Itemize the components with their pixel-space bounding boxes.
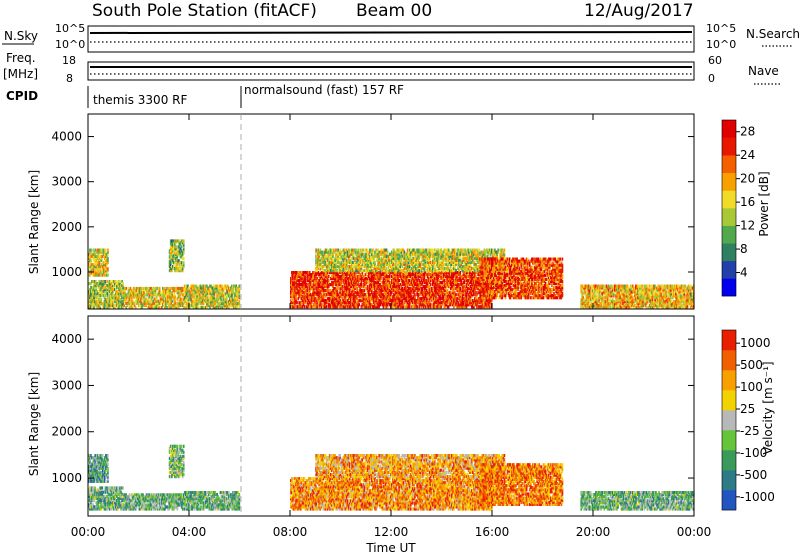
- heatmap-cell: [398, 279, 400, 282]
- heatmap-cell: [315, 249, 317, 252]
- station-title: South Pole Station (fitACF): [92, 1, 317, 21]
- heatmap-cell: [107, 249, 109, 252]
- heatmap-cell: [432, 249, 434, 252]
- heatmap-cell: [418, 269, 420, 272]
- heatmap-cell: [239, 300, 241, 303]
- nsky-trace: [90, 32, 692, 33]
- heatmap-cell: [363, 249, 365, 252]
- cpid-segment-2: normalsound (fast) 157 RF: [244, 83, 404, 97]
- heatmap-cell: [159, 287, 161, 290]
- heatmap-cell: [183, 239, 185, 242]
- heatmap-cell: [183, 261, 185, 264]
- heatmap-cell: [107, 274, 109, 277]
- nsearch-label: N.Search: [746, 27, 800, 41]
- heatmap-cell: [414, 293, 416, 296]
- nsearch-tick-bottom: 10^0: [706, 38, 736, 51]
- nsky-tick-top: 10^5: [55, 22, 85, 35]
- heatmap-cell: [312, 271, 314, 274]
- heatmap-cell: [105, 249, 107, 252]
- heatmap-cell: [183, 257, 185, 260]
- heatmap-cell: [387, 251, 389, 254]
- heatmap-cell: [171, 300, 173, 303]
- heatmap-cell: [296, 301, 298, 304]
- heatmap-cell: [374, 261, 376, 264]
- nave-tick-bottom: 0: [708, 72, 715, 85]
- heatmap-cell: [352, 261, 354, 264]
- nsky-tick-bottom: 10^0: [55, 38, 85, 51]
- heatmap-cell: [430, 283, 432, 286]
- heatmap-cell: [222, 285, 224, 288]
- heatmap-cell: [90, 249, 92, 252]
- heatmap-cell: [125, 287, 127, 290]
- heatmap-cell: [181, 298, 183, 301]
- freq-label: Freq.: [6, 51, 36, 65]
- heatmap-cell: [358, 303, 360, 306]
- heatmap-cell: [188, 286, 190, 289]
- date-title: 12/Aug/2017: [584, 1, 694, 21]
- heatmap-cell: [336, 269, 338, 272]
- power-heatmap-data: [88, 239, 695, 309]
- freq-tick-bottom: 8: [66, 72, 73, 85]
- heatmap-cell: [455, 293, 457, 296]
- cpid-segment-1: themis 3300 RF: [93, 93, 187, 107]
- heatmap-cell: [107, 267, 109, 270]
- beam-title: Beam 00: [356, 1, 432, 21]
- cpid-label: CPID: [6, 89, 38, 103]
- heatmap-cell: [404, 251, 406, 254]
- heatmap-cell: [119, 280, 121, 283]
- heatmap-cell: [434, 265, 436, 268]
- heatmap-cell: [239, 285, 241, 288]
- heatmap-cell: [356, 287, 358, 290]
- heatmap-cell: [239, 294, 241, 297]
- heatmap-cell: [114, 280, 116, 283]
- heatmap-cell: [322, 251, 324, 254]
- heatmap-cell: [90, 259, 92, 262]
- heatmap-cell: [144, 293, 146, 296]
- heatmap-cell: [328, 279, 330, 282]
- nave-label: Nave: [748, 64, 779, 78]
- nave-tick-top: 60: [708, 54, 722, 67]
- heatmap-cell: [357, 249, 359, 252]
- heatmap-cell: [183, 293, 185, 296]
- heatmap-cell: [175, 295, 177, 298]
- heatmap-cell: [105, 280, 107, 283]
- heatmap-cell: [181, 245, 183, 248]
- heatmap-cell: [122, 282, 124, 285]
- heatmap-cell: [101, 298, 103, 301]
- heatmap-cell: [416, 305, 418, 308]
- heatmap-cell: [175, 245, 177, 248]
- nsky-panel: [88, 26, 694, 52]
- heatmap-cell: [328, 275, 330, 278]
- heatmap-cell: [181, 261, 183, 264]
- nsearch-tick-top: 10^5: [706, 22, 736, 35]
- nsky-label: N.Sky: [4, 29, 38, 43]
- heatmap-cell: [459, 287, 461, 290]
- freq-panel: [88, 62, 694, 80]
- heatmap-cell: [444, 279, 446, 282]
- freq-tick-top: 18: [62, 54, 76, 67]
- heatmap-cell: [431, 287, 433, 290]
- heatmap-cell: [326, 305, 328, 308]
- heatmap-cell: [304, 305, 306, 308]
- heatmap-cell: [342, 285, 344, 288]
- heatmap-cell: [203, 285, 205, 288]
- heatmap-cell: [169, 287, 171, 290]
- freq-unit-label: [MHz]: [3, 67, 38, 81]
- heatmap-cell: [107, 257, 109, 260]
